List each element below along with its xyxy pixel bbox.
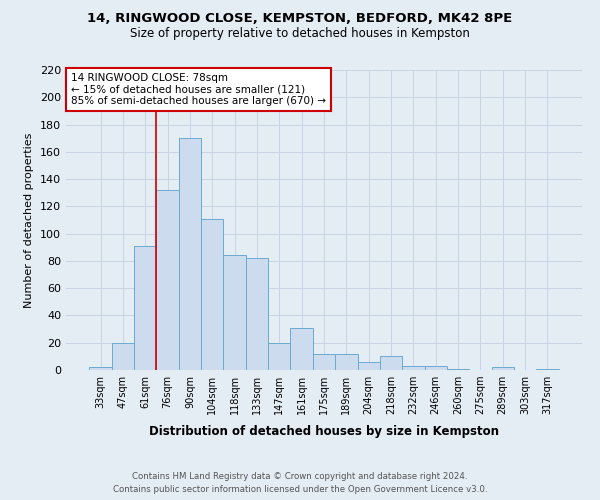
Text: 14, RINGWOOD CLOSE, KEMPSTON, BEDFORD, MK42 8PE: 14, RINGWOOD CLOSE, KEMPSTON, BEDFORD, M… [88,12,512,26]
Bar [536,368,559,370]
Bar [402,366,425,370]
Bar [268,342,290,370]
Bar [447,368,469,370]
Text: Contains HM Land Registry data © Crown copyright and database right 2024.: Contains HM Land Registry data © Crown c… [132,472,468,481]
Text: Contains public sector information licensed under the Open Government Licence v3: Contains public sector information licen… [113,485,487,494]
Bar [313,354,335,370]
Bar [246,258,268,370]
Bar [491,368,514,370]
Bar [380,356,402,370]
Bar [157,190,179,370]
Bar [112,342,134,370]
Text: Size of property relative to detached houses in Kempston: Size of property relative to detached ho… [130,28,470,40]
Bar [358,362,380,370]
Bar [179,138,201,370]
Bar [201,218,223,370]
Bar [223,256,246,370]
Bar [290,328,313,370]
X-axis label: Distribution of detached houses by size in Kempston: Distribution of detached houses by size … [149,426,499,438]
Bar [335,354,358,370]
Y-axis label: Number of detached properties: Number of detached properties [25,132,34,308]
Bar [425,366,447,370]
Text: 14 RINGWOOD CLOSE: 78sqm
← 15% of detached houses are smaller (121)
85% of semi-: 14 RINGWOOD CLOSE: 78sqm ← 15% of detach… [71,73,326,106]
Bar [134,246,157,370]
Bar [89,368,112,370]
